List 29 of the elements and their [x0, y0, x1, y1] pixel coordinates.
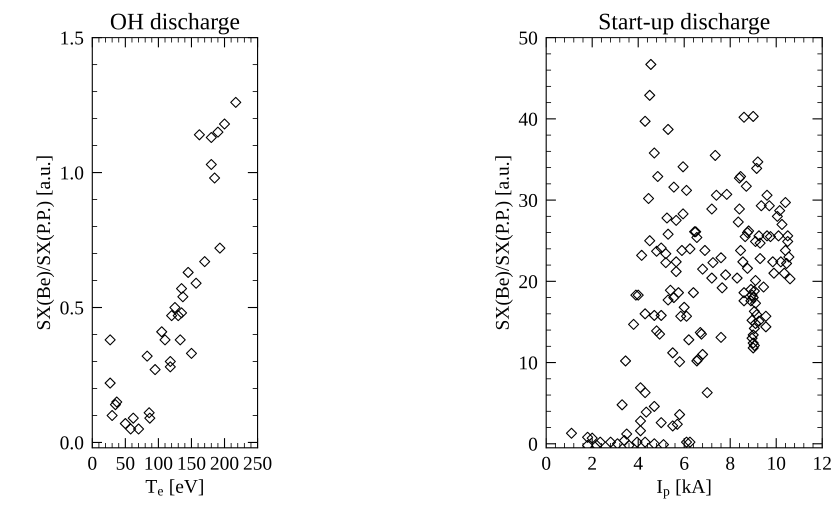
y-tick-label: 1.0	[61, 166, 84, 180]
y-axis-title: SX(Be)/SX(P.P.) [a.u.]	[36, 156, 54, 330]
y-tick-label: 40	[518, 112, 538, 126]
x-tick-label: 0	[88, 456, 96, 470]
chart-title: Start-up discharge	[600, 12, 770, 34]
y-tick-label: 0.5	[60, 301, 84, 315]
x-tick-label: 250	[244, 456, 272, 470]
y-tick-label: 0	[528, 438, 538, 451]
y-tick-label: 30	[519, 194, 538, 208]
x-axis-title: I$_{p}$ [kA]	[657, 479, 710, 498]
x-tick-label: 50	[116, 456, 134, 470]
x-tick-label: 8	[726, 456, 734, 470]
y-tick-label: 0.0	[60, 436, 84, 450]
x-tick-label: 2	[588, 456, 596, 470]
y-axis-title: SX(Be)/SX(P.P.) [a.u.]	[495, 156, 513, 330]
x-axis-title: T$_{e}$ [eV]	[146, 479, 203, 496]
y-tick-label: 1.5	[61, 32, 84, 45]
x-tick-label: 4	[634, 456, 643, 470]
x-tick-label: 200	[210, 456, 238, 470]
x-tick-label: 12	[814, 456, 831, 470]
x-tick-label: 0	[542, 456, 550, 470]
chart-title: OH discharge	[110, 12, 240, 34]
y-tick-label: 10	[520, 356, 538, 370]
x-tick-label: 150	[178, 456, 206, 470]
y-tick-label: 20	[519, 275, 538, 288]
x-tick-label: 6	[680, 456, 688, 470]
y-tick-label: 50	[520, 31, 538, 45]
x-tick-label: 100	[146, 456, 172, 470]
x-tick-label: 10	[768, 456, 786, 470]
